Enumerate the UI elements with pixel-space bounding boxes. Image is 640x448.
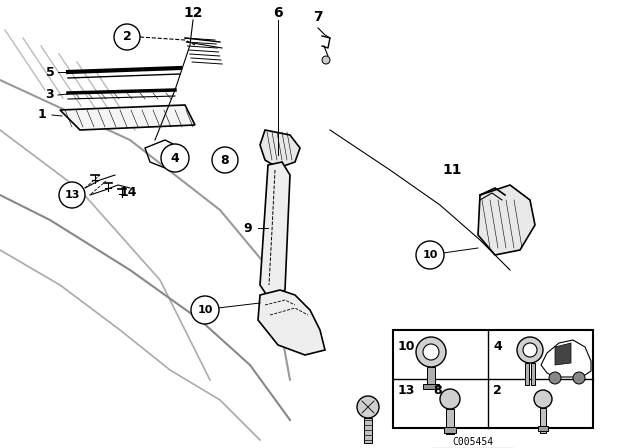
- Bar: [423, 384, 439, 389]
- Circle shape: [322, 56, 330, 64]
- Circle shape: [573, 372, 585, 384]
- Circle shape: [212, 147, 238, 173]
- Text: 10: 10: [422, 250, 438, 260]
- Text: 8: 8: [221, 154, 229, 167]
- Circle shape: [114, 24, 140, 50]
- Polygon shape: [260, 162, 290, 300]
- Polygon shape: [60, 105, 195, 130]
- Bar: [531, 363, 535, 385]
- Text: 3: 3: [45, 89, 54, 102]
- Text: 13: 13: [398, 384, 415, 397]
- Text: 13: 13: [64, 190, 80, 200]
- Text: 9: 9: [244, 221, 252, 234]
- Text: 5: 5: [45, 65, 54, 78]
- Bar: [446, 409, 454, 434]
- Text: 14: 14: [119, 186, 137, 199]
- Circle shape: [59, 182, 85, 208]
- Circle shape: [423, 344, 439, 360]
- Bar: [364, 418, 372, 443]
- Text: 2: 2: [493, 384, 502, 397]
- Polygon shape: [260, 130, 300, 168]
- Bar: [393, 330, 593, 428]
- Text: 6: 6: [273, 6, 283, 20]
- Polygon shape: [478, 185, 535, 255]
- Text: 4: 4: [171, 151, 179, 164]
- Bar: [538, 426, 548, 431]
- Text: 10: 10: [197, 305, 212, 315]
- Text: C005454: C005454: [452, 437, 493, 447]
- Circle shape: [416, 241, 444, 269]
- Text: 8: 8: [433, 384, 442, 397]
- Text: 12: 12: [183, 6, 203, 20]
- Circle shape: [534, 390, 552, 408]
- Polygon shape: [258, 290, 325, 355]
- Circle shape: [191, 296, 219, 324]
- Circle shape: [549, 372, 561, 384]
- Circle shape: [523, 343, 537, 357]
- Bar: [427, 367, 435, 387]
- Text: 4: 4: [493, 340, 502, 353]
- Circle shape: [517, 337, 543, 363]
- Polygon shape: [555, 343, 571, 365]
- Text: 11: 11: [442, 163, 461, 177]
- Circle shape: [357, 396, 379, 418]
- Circle shape: [416, 337, 446, 367]
- Bar: [540, 408, 546, 433]
- Bar: [525, 363, 529, 385]
- Text: 7: 7: [313, 10, 323, 24]
- Text: 2: 2: [123, 30, 131, 43]
- Text: 1: 1: [38, 108, 46, 121]
- Text: 10: 10: [398, 340, 415, 353]
- Bar: [444, 427, 456, 433]
- Circle shape: [161, 144, 189, 172]
- Circle shape: [440, 389, 460, 409]
